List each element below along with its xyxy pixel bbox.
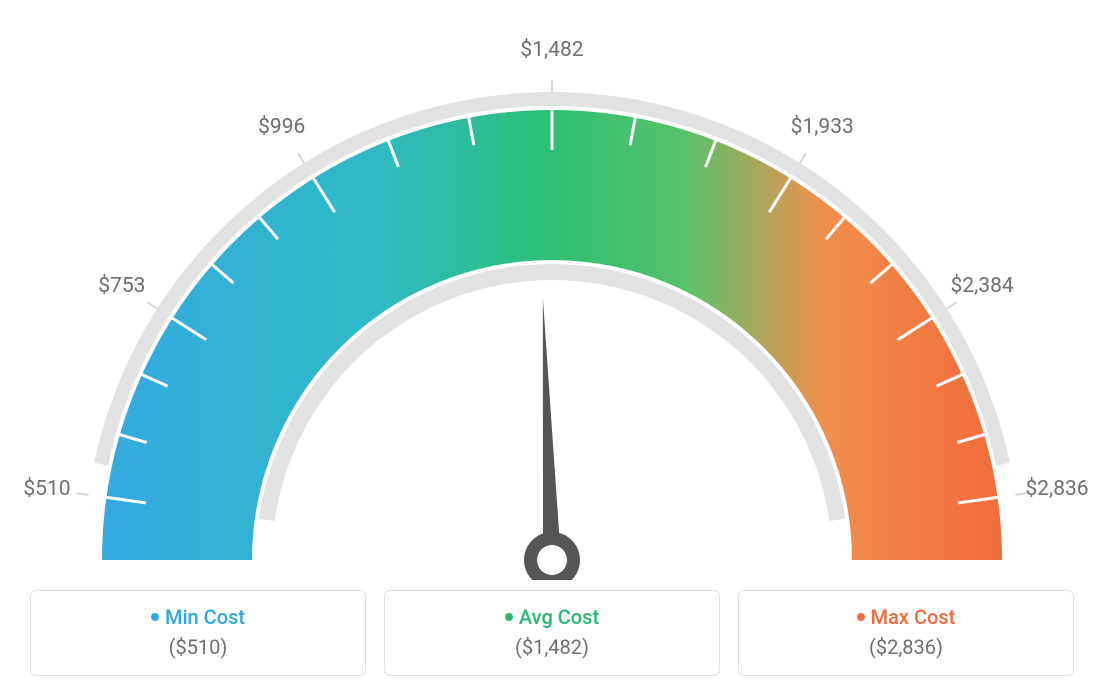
gauge-tick-label: $510 [23,477,70,501]
gauge-tick-label: $1,482 [520,38,583,62]
gauge-tick-label: $2,384 [951,274,1014,298]
min-cost-card: Min Cost ($510) [30,590,366,676]
max-cost-title: Max Cost [749,605,1063,629]
gauge-tick-label: $2,836 [1025,477,1088,501]
min-cost-value: ($510) [41,635,355,659]
max-cost-label: Max Cost [871,605,956,629]
avg-cost-label: Avg Cost [519,605,599,629]
max-cost-card: Max Cost ($2,836) [738,590,1074,676]
max-dot-icon [857,613,865,621]
gauge-chart: $510$753$996$1,482$1,933$2,384$2,836 [20,20,1084,580]
avg-dot-icon [505,613,513,621]
summary-cards: Min Cost ($510) Avg Cost ($1,482) Max Co… [20,590,1084,676]
gauge-tick-label: $996 [258,115,305,139]
avg-cost-card: Avg Cost ($1,482) [384,590,720,676]
gauge-tick-label: $1,933 [791,115,854,139]
avg-cost-value: ($1,482) [395,635,709,659]
max-cost-value: ($2,836) [749,635,1063,659]
avg-cost-title: Avg Cost [395,605,709,629]
min-cost-title: Min Cost [41,605,355,629]
gauge-tick-label: $753 [98,274,145,298]
min-dot-icon [151,613,159,621]
min-cost-label: Min Cost [165,605,245,629]
gauge-svg [20,20,1084,580]
